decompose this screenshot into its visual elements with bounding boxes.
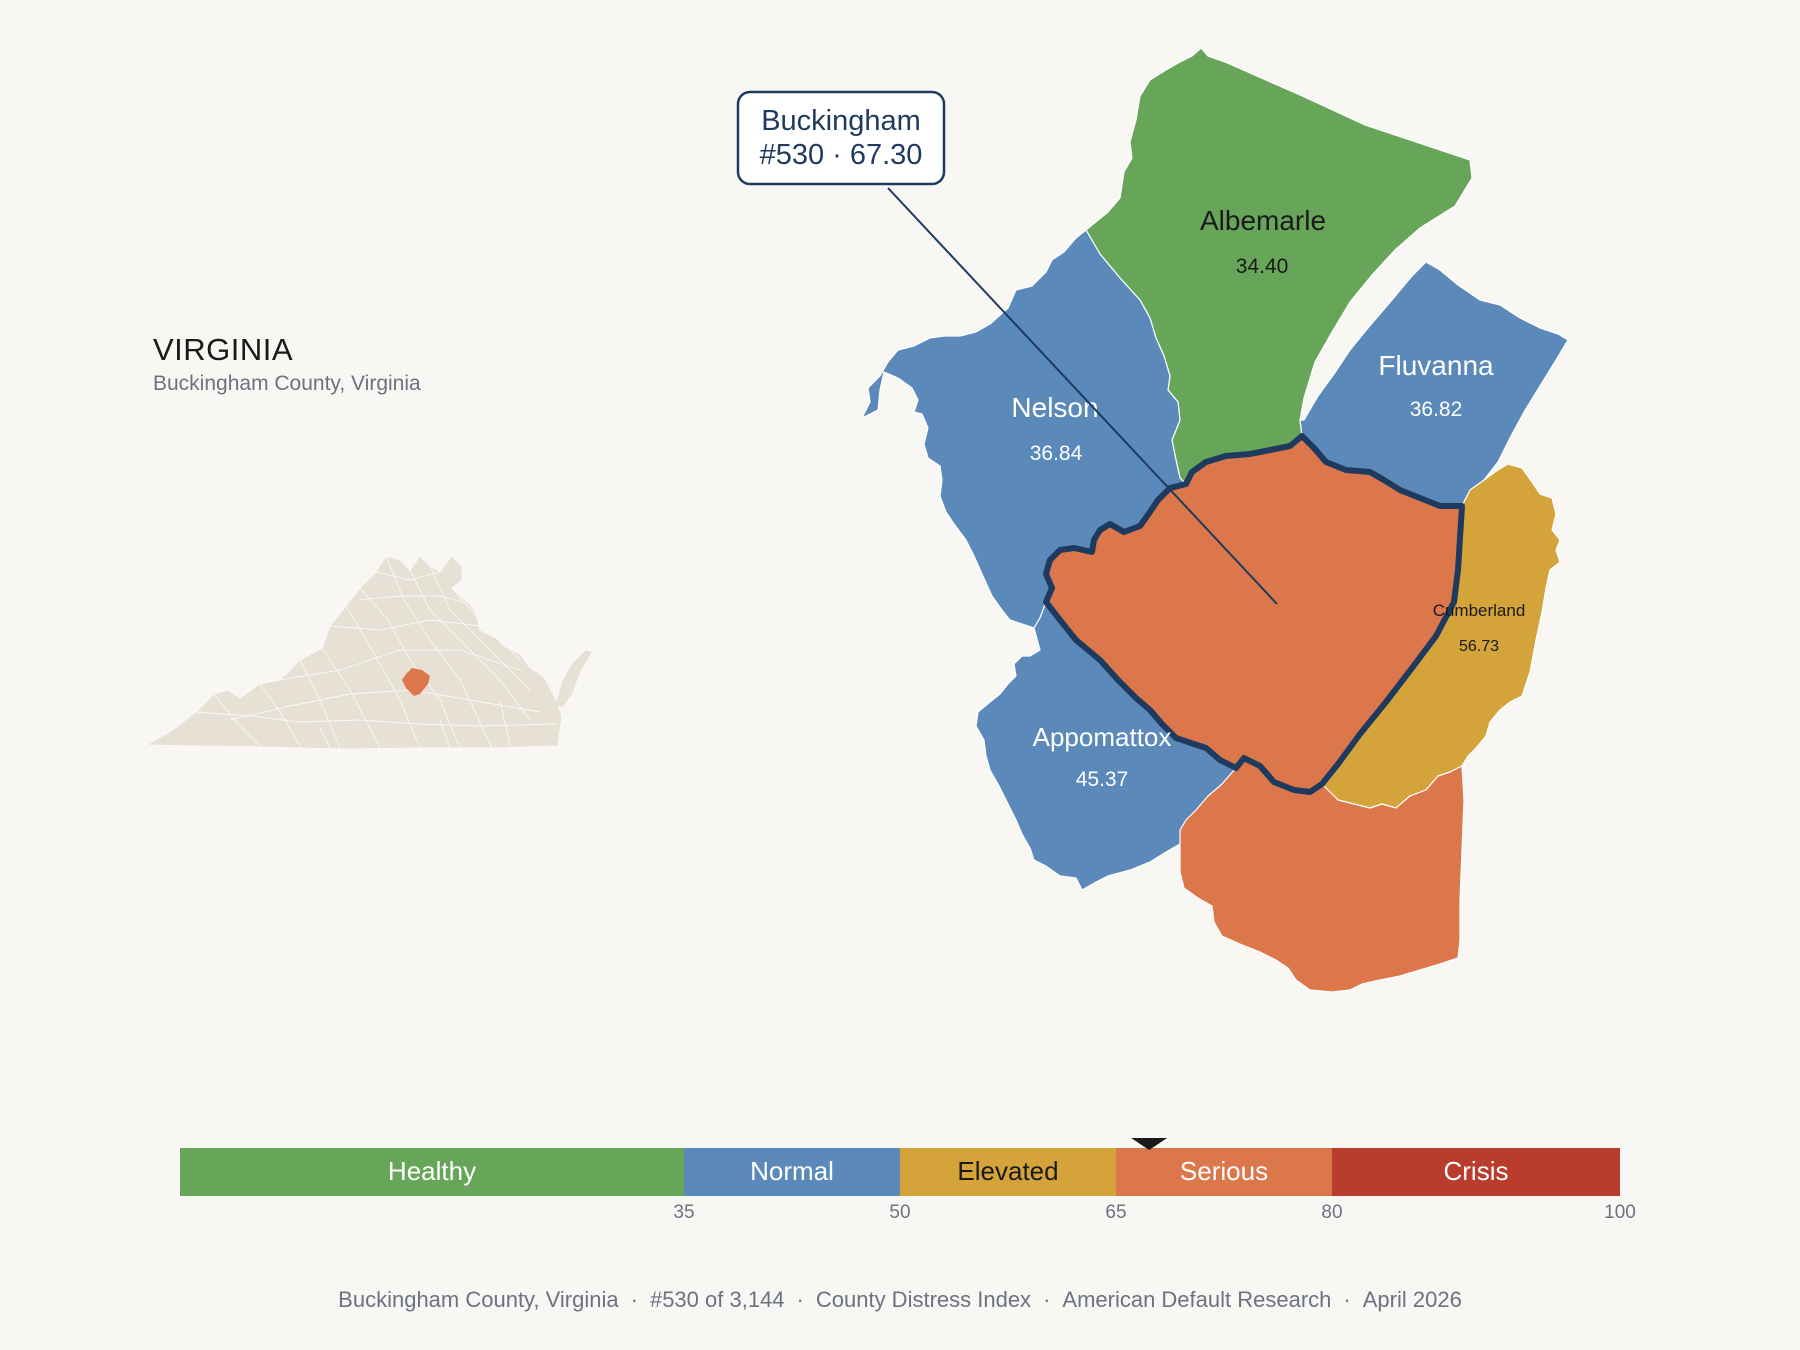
callout-leader-line xyxy=(887,187,1278,605)
regional-map xyxy=(861,47,1569,993)
label-fluvanna-score: 36.82 xyxy=(1410,398,1463,421)
scale-segment-serious xyxy=(1116,1148,1332,1196)
footer-rank: #530 of 3,144 xyxy=(649,1287,785,1312)
county-buckingham xyxy=(1043,433,1465,795)
label-cumberland-score: 56.73 xyxy=(1459,638,1499,655)
label-cumberland-name: Cumberland xyxy=(1433,601,1526,620)
footer-separator: · xyxy=(1343,1287,1351,1312)
scale-segment-healthy xyxy=(180,1148,684,1196)
scale-label-crisis: Crisis xyxy=(1444,1156,1509,1186)
callout-box xyxy=(736,90,946,186)
footer-date: April 2026 xyxy=(1362,1287,1462,1312)
inset-highlight-county xyxy=(402,668,430,696)
county-callout: Buckingham #530 · 67.30 xyxy=(736,90,1278,605)
label-fluvanna-name: Fluvanna xyxy=(1378,350,1494,381)
scale-tick-label: 35 xyxy=(673,1202,694,1223)
label-nelson-name: Nelson xyxy=(1011,392,1098,423)
label-appomattox-score: 45.37 xyxy=(1076,768,1129,791)
footer-caption: Buckingham County, Virginia · #530 of 3,14… xyxy=(0,1287,1800,1313)
scale-label-healthy: Healthy xyxy=(388,1156,476,1186)
state-subtitle: Buckingham County, Virginia xyxy=(153,372,421,395)
scale-tick-label: 80 xyxy=(1321,1202,1342,1223)
county-lines xyxy=(195,555,557,749)
callout-rank-score: #530 · 67.30 xyxy=(760,139,923,171)
county-prince-edward xyxy=(1179,757,1465,993)
footer-index: County Distress Index xyxy=(815,1287,1032,1312)
label-albemarle-score: 34.40 xyxy=(1236,255,1289,278)
state-title: VIRGINIA xyxy=(153,332,294,367)
scale-segment-crisis xyxy=(1332,1148,1620,1196)
footer-source: American Default Research xyxy=(1062,1287,1332,1312)
footer-county: Buckingham County, Virginia xyxy=(338,1287,619,1312)
scale-marker-icon xyxy=(1131,1138,1168,1150)
footer-separator: · xyxy=(630,1287,638,1312)
label-nelson-score: 36.84 xyxy=(1030,442,1083,465)
scale-tick-label: 50 xyxy=(889,1202,910,1223)
label-albemarle-name: Albemarle xyxy=(1200,205,1326,236)
virginia-eastern-shore xyxy=(556,650,592,708)
scale-tick-label: 100 xyxy=(1604,1202,1636,1223)
label-appomattox-name: Appomattox xyxy=(1033,722,1172,752)
footer-separator: · xyxy=(1043,1287,1051,1312)
scale-segment-normal xyxy=(684,1148,900,1196)
callout-county-name: Buckingham xyxy=(761,105,921,137)
distress-scale-legend: Healthy Normal Elevated Serious Crisis 35 50 65… xyxy=(180,1138,1636,1223)
scale-label-normal: Normal xyxy=(750,1156,834,1186)
county-labels: Albemarle 34.40 Fluvanna 36.82 Nelson 36… xyxy=(1011,205,1525,791)
scale-segment-elevated xyxy=(900,1148,1116,1196)
scale-label-elevated: Elevated xyxy=(957,1156,1058,1186)
county-nelson xyxy=(861,229,1187,629)
footer-separator: · xyxy=(796,1287,804,1312)
scale-tick-label: 65 xyxy=(1105,1202,1126,1223)
scale-label-serious: Serious xyxy=(1180,1156,1268,1186)
state-inset-map xyxy=(144,555,592,750)
